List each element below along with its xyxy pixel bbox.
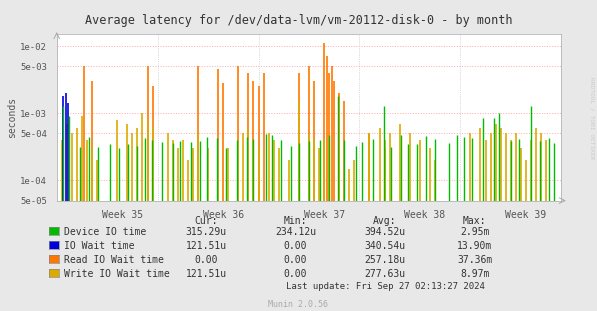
Text: 121.51u: 121.51u xyxy=(186,269,226,279)
Text: 121.51u: 121.51u xyxy=(186,241,226,251)
Text: 0.00: 0.00 xyxy=(284,255,307,265)
Text: 0.00: 0.00 xyxy=(194,255,218,265)
Text: 234.12u: 234.12u xyxy=(275,227,316,237)
Text: 257.18u: 257.18u xyxy=(365,255,405,265)
Text: 13.90m: 13.90m xyxy=(457,241,493,251)
Text: 0.00: 0.00 xyxy=(284,269,307,279)
Text: 277.63u: 277.63u xyxy=(365,269,405,279)
Y-axis label: seconds: seconds xyxy=(7,97,17,138)
Text: IO Wait time: IO Wait time xyxy=(64,241,135,251)
Text: RRDTOOL / TOBI OETIKER: RRDTOOL / TOBI OETIKER xyxy=(589,77,594,160)
Text: Min:: Min: xyxy=(284,216,307,226)
Text: Read IO Wait time: Read IO Wait time xyxy=(64,255,164,265)
Text: Cur:: Cur: xyxy=(194,216,218,226)
Text: Device IO time: Device IO time xyxy=(64,227,147,237)
Text: 315.29u: 315.29u xyxy=(186,227,226,237)
Text: Average latency for /dev/data-lvm/vm-20112-disk-0 - by month: Average latency for /dev/data-lvm/vm-201… xyxy=(85,14,512,27)
Text: Munin 2.0.56: Munin 2.0.56 xyxy=(269,300,328,309)
Text: 37.36m: 37.36m xyxy=(457,255,493,265)
Text: Write IO Wait time: Write IO Wait time xyxy=(64,269,170,279)
Text: 340.54u: 340.54u xyxy=(365,241,405,251)
Text: 8.97m: 8.97m xyxy=(460,269,490,279)
Text: Last update: Fri Sep 27 02:13:27 2024: Last update: Fri Sep 27 02:13:27 2024 xyxy=(285,282,485,291)
Text: 0.00: 0.00 xyxy=(284,241,307,251)
Text: 2.95m: 2.95m xyxy=(460,227,490,237)
Text: 394.52u: 394.52u xyxy=(365,227,405,237)
Text: Max:: Max: xyxy=(463,216,487,226)
Text: Avg:: Avg: xyxy=(373,216,397,226)
